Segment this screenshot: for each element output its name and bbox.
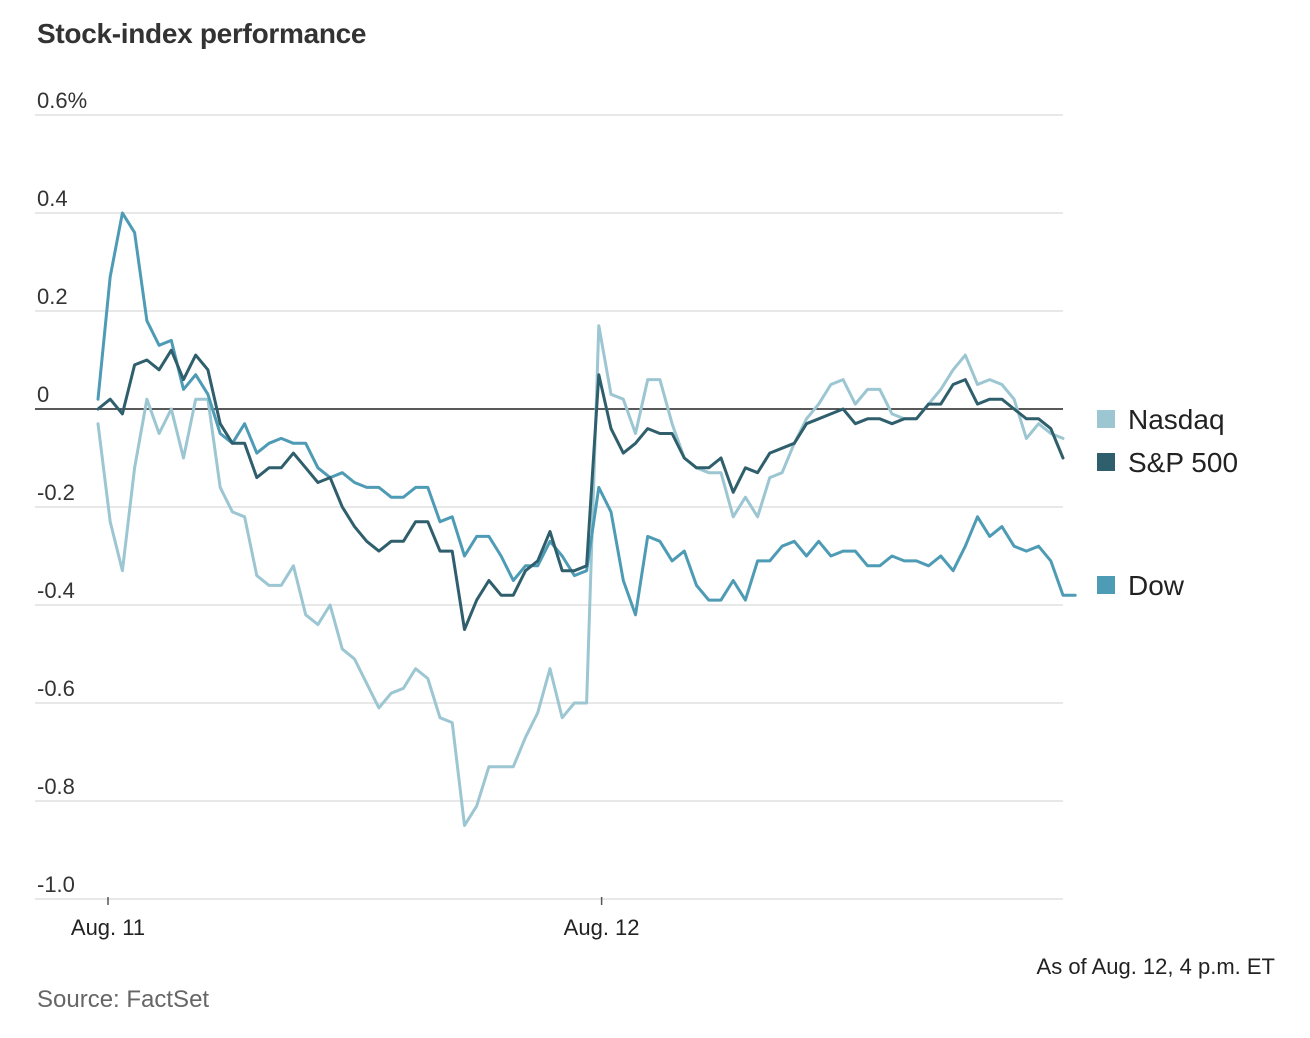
legend-label-dow: Dow — [1128, 570, 1185, 601]
y-tick-label: 0.2 — [37, 284, 68, 309]
y-tick-label: 0.4 — [37, 186, 68, 211]
as-of-note: As of Aug. 12, 4 p.m. ET — [1036, 954, 1275, 979]
y-tick-label: 0.6% — [37, 88, 87, 113]
y-tick-label: -0.6 — [37, 676, 75, 701]
legend-label-s-p-500: S&P 500 — [1128, 447, 1238, 478]
source-note: Source: FactSet — [37, 986, 210, 1013]
y-tick-label: -0.8 — [37, 774, 75, 799]
y-tick-label: 0 — [37, 382, 49, 407]
series-line-nasdaq — [96, 324, 1065, 827]
legend-swatch-dow — [1097, 576, 1115, 594]
series-line-dow — [96, 211, 1077, 617]
y-axis-ticks: 0.6% 0.4 0.2 0 -0.2 -0.4 -0.6 -0.8 -1.0 — [37, 88, 87, 897]
series-lines — [96, 211, 1077, 827]
legend: Nasdaq S&P 500 Dow — [1097, 404, 1238, 601]
grid-lines — [35, 114, 1063, 900]
x-tick-label: Aug. 11 — [71, 915, 145, 940]
chart-title: Stock-index performance — [37, 18, 367, 49]
y-tick-label: -0.4 — [37, 578, 75, 603]
x-tick-label: Aug. 12 — [564, 915, 640, 940]
y-tick-label: -1.0 — [37, 872, 75, 897]
x-axis: Aug. 11 Aug. 12 — [71, 897, 640, 940]
legend-swatch-nasdaq — [1097, 410, 1115, 428]
series-line-s-p-500 — [96, 348, 1065, 631]
y-tick-label: -0.2 — [37, 480, 75, 505]
legend-swatch-s-p-500 — [1097, 453, 1115, 471]
legend-label-nasdaq: Nasdaq — [1128, 404, 1225, 435]
